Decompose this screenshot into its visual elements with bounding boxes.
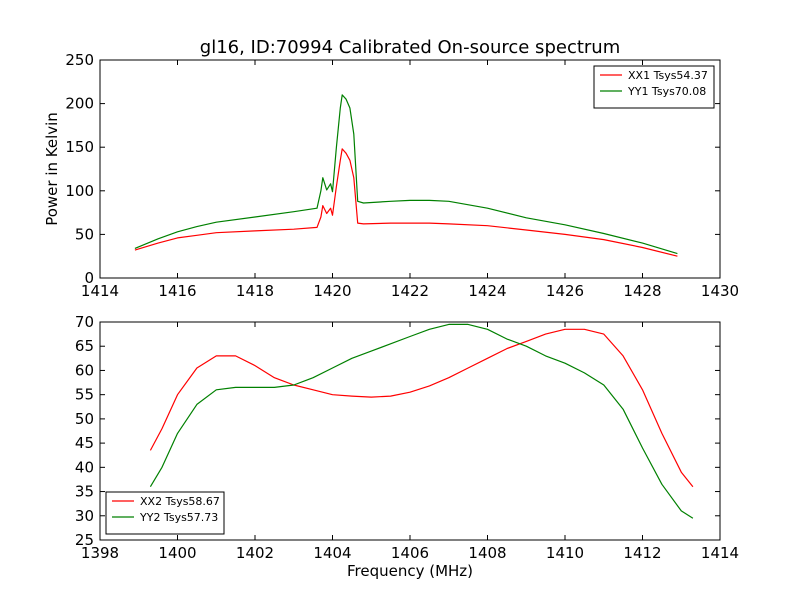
x-tick-label: 1424	[468, 282, 506, 300]
x-tick-label: 1418	[236, 282, 274, 300]
series-line-xx2	[149, 328, 694, 488]
y-tick-label: 0	[84, 269, 94, 287]
legend-label: XX1 Tsys54.37	[628, 69, 708, 82]
y-axis-label: Power in Kelvin	[43, 112, 61, 226]
legend-label: YY2 Tsys57.73	[139, 511, 218, 524]
series-line-xx1	[134, 148, 678, 257]
x-tick-label: 1410	[546, 544, 584, 562]
chart-panel-2: 1398 1400 1402 1404 1406 1408 1410 1412 1414 25 30…	[75, 313, 739, 580]
series-line-yy1	[134, 94, 678, 255]
series-line-yy2	[149, 323, 694, 519]
x-tick-label: 1428	[623, 282, 661, 300]
x-tick-label: 1404	[313, 544, 351, 562]
y-tick-label: 40	[75, 458, 94, 476]
x-tick-label: 1420	[313, 282, 351, 300]
y-tick-label: 55	[75, 386, 94, 404]
legend-box	[593, 65, 715, 109]
y-tick-label: 35	[75, 483, 94, 501]
x-tick-label: 1430	[701, 282, 739, 300]
y-tick-label: 150	[65, 138, 94, 156]
x-tick-label: 1412	[623, 544, 661, 562]
x-tick-label: 1414	[81, 282, 119, 300]
x-tick-label: 1408	[468, 544, 506, 562]
legend-label: XX2 Tsys58.67	[140, 495, 220, 508]
chart-panel-1: 1414 1416 1418 1420 1422 1424 1426 1428 1430 0 50 1…	[43, 51, 739, 300]
y-tick-label: 100	[65, 182, 94, 200]
y-tick-label: 25	[75, 531, 94, 549]
y-tick-label: 50	[75, 410, 94, 428]
x-tick-label: 1414	[701, 544, 739, 562]
y-tick-label: 250	[65, 51, 94, 69]
x-tick-label: 1422	[391, 282, 429, 300]
y-tick-label: 30	[75, 507, 94, 525]
y-tick-label: 65	[75, 337, 94, 355]
legend-box	[105, 491, 225, 535]
legend-label: YY1 Tsys70.08	[627, 85, 706, 98]
legend: XX1 Tsys54.37 YY1 Tsys70.08	[593, 65, 715, 109]
x-axis-label: Frequency (MHz)	[347, 562, 473, 580]
x-tick-label: 1416	[158, 282, 196, 300]
plot-frame	[99, 59, 721, 279]
y-tick-label: 60	[75, 361, 94, 379]
y-tick-label: 50	[75, 225, 94, 243]
x-tick-label: 1406	[391, 544, 429, 562]
y-tick-label: 45	[75, 434, 94, 452]
x-tick-label: 1400	[158, 544, 196, 562]
plot-frame	[99, 321, 721, 541]
y-tick-label: 200	[65, 95, 94, 113]
x-tick-label: 1402	[236, 544, 274, 562]
legend: XX2 Tsys58.67 YY2 Tsys57.73	[105, 491, 225, 535]
x-tick-label: 1426	[546, 282, 584, 300]
x-tick-label: 1398	[81, 544, 119, 562]
y-tick-label: 70	[75, 313, 94, 331]
chart-title: gl16, ID:70994 Calibrated On-source spec…	[200, 37, 620, 58]
